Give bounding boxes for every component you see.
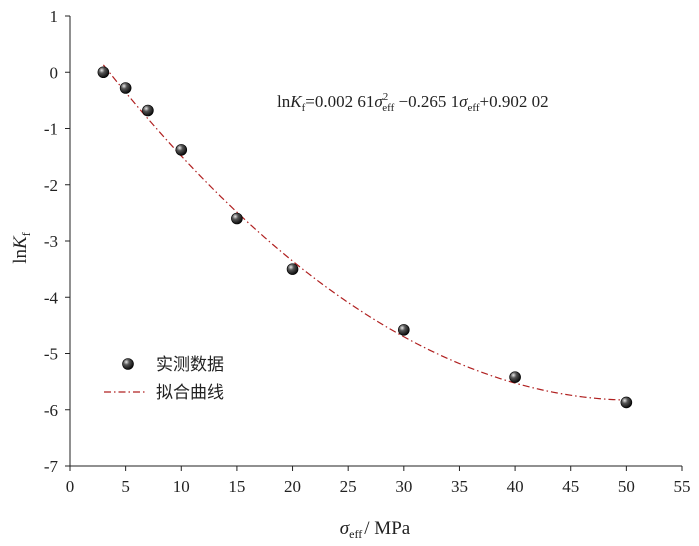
y-axis-label: lnKf [10,232,33,263]
y-tick-label: -2 [44,176,58,195]
x-tick-label: 45 [562,477,579,496]
y-tick-label: -7 [44,457,59,476]
data-point [286,263,299,275]
y-tick-label: 0 [50,63,59,82]
x-tick-label: 10 [173,477,190,496]
x-tick-label: 0 [66,477,75,496]
data-point [119,82,132,94]
data-point [175,144,188,156]
data-point [231,212,243,225]
x-tick-label: 20 [284,477,301,496]
fit-curve [102,64,627,401]
y-ticks: 1 0 -1 -2 -3 -4 -5 -6 -7 [44,7,70,476]
legend-label-fit: 拟合曲线 [156,383,224,403]
x-tick-label: 35 [451,477,468,496]
y-tick-label: -5 [44,345,58,364]
x-tick-label: 40 [507,477,524,496]
x-axis-label: σeff / MPa [340,518,411,541]
plot-area: 0 5 10 15 20 25 30 35 40 45 50 55 10-1-2-3-4-5-6-7 [44,7,691,496]
x-tick-label: 55 [674,477,691,496]
data-point [620,396,633,409]
x-tick-label: 15 [228,477,245,496]
x-tick-label: 25 [340,477,357,496]
equation-annotation: lnKf=0.002 61σ2 eff −0.265 1σeff+0.902 02 [277,91,549,114]
data-point [509,371,521,383]
x-ticks: 0 5 10 15 20 25 30 35 40 45 50 55 [66,466,691,496]
data-point [142,104,154,117]
legend: 实测数据 拟合曲线 [104,355,224,403]
x-tick-label: 30 [395,477,412,496]
y-tick-label: -4 [44,288,59,307]
data-point [97,66,110,79]
legend-label-measured: 实测数据 [156,355,224,375]
x-tick-label: 50 [618,477,635,496]
legend-item-measured: 实测数据 [122,355,224,375]
y-tick-label: -1 [44,120,58,139]
y-tick-label: -6 [44,401,58,420]
legend-item-fit: 拟合曲线 [104,383,224,403]
legend-marker-dot [122,358,134,370]
x-tick-label: 5 [121,477,130,496]
data-point [398,324,410,336]
y-tick-label: -3 [44,232,58,251]
data-points [97,66,633,409]
y-tick-label: 1 [50,7,59,26]
